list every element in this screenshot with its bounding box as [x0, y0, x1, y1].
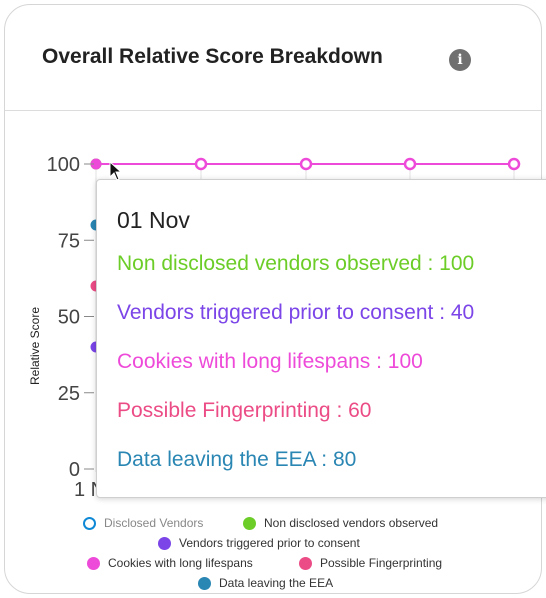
- card-title: Overall Relative Score Breakdown: [42, 45, 383, 68]
- legend-marker-icon: [299, 556, 312, 570]
- info-icon[interactable]: i: [449, 49, 471, 71]
- tooltip-row: Data leaving the EEA : 80: [117, 448, 357, 471]
- legend-item[interactable]: Vendors triggered prior to consent: [158, 536, 360, 550]
- y-tick-label: 75: [58, 230, 80, 252]
- legend-item[interactable]: Possible Fingerprinting: [299, 556, 442, 570]
- chart-tooltip: 01 Nov Non disclosed vendors observed : …: [96, 179, 546, 498]
- legend-label: Possible Fingerprinting: [320, 556, 443, 570]
- y-tick-label: 50: [58, 307, 80, 329]
- tooltip-date: 01 Nov: [117, 207, 190, 233]
- y-axis-label: Relative Score: [28, 307, 42, 385]
- tooltip-row: Cookies with long lifespans : 100: [117, 350, 423, 373]
- data-point[interactable]: [507, 157, 521, 171]
- legend-label: Data leaving the EEA: [219, 576, 334, 590]
- y-tick-label: 0: [69, 459, 80, 481]
- mouse-pointer-icon: [109, 160, 123, 186]
- data-point[interactable]: [194, 157, 208, 171]
- data-point[interactable]: [403, 157, 417, 171]
- card-header: Overall Relative Score Breakdown i: [5, 5, 541, 111]
- data-point[interactable]: [299, 157, 313, 171]
- legend-marker-icon: [83, 516, 96, 530]
- legend-label: Cookies with long lifespans: [108, 556, 253, 570]
- legend-marker-icon: [198, 576, 211, 590]
- tooltip-row: Vendors triggered prior to consent : 40: [117, 301, 475, 324]
- legend-item[interactable]: Non disclosed vendors observed: [243, 516, 438, 530]
- legend-marker-icon: [158, 536, 171, 550]
- legend-marker-icon: [243, 516, 256, 530]
- y-tick-label: 25: [58, 383, 80, 405]
- legend-item[interactable]: Cookies with long lifespans: [87, 556, 253, 570]
- legend-label: Vendors triggered prior to consent: [179, 536, 360, 550]
- legend-item[interactable]: Disclosed Vendors: [83, 516, 203, 530]
- legend-item[interactable]: Data leaving the EEA: [198, 576, 333, 590]
- y-tick-label: 100: [47, 154, 80, 176]
- tooltip-row: Non disclosed vendors observed : 100: [117, 252, 475, 275]
- legend-marker-icon: [87, 556, 100, 570]
- legend-label: Disclosed Vendors: [104, 516, 204, 530]
- tooltip-row: Possible Fingerprinting : 60: [117, 399, 372, 422]
- legend-label: Non disclosed vendors observed: [264, 516, 439, 530]
